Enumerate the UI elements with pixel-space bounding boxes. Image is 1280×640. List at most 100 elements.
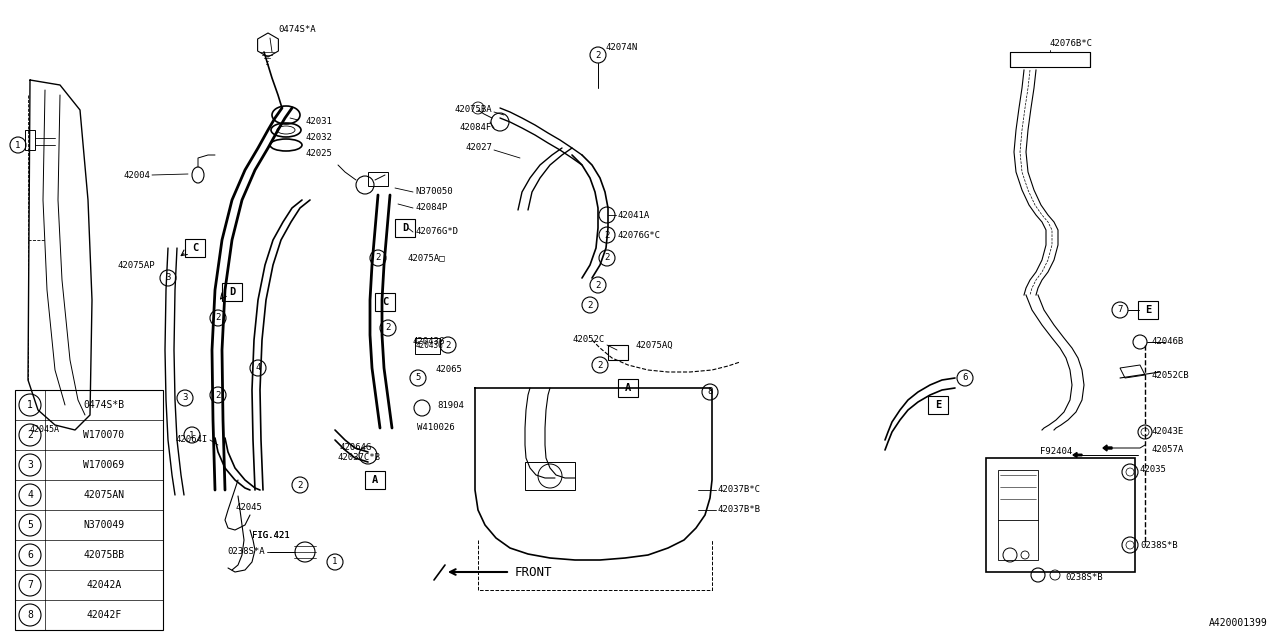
Text: 42037B*B: 42037B*B xyxy=(718,506,762,515)
Text: W170070: W170070 xyxy=(83,430,124,440)
Text: 42043G: 42043G xyxy=(416,342,444,351)
Text: 42043G: 42043G xyxy=(412,337,445,346)
Bar xyxy=(525,462,575,490)
Text: 42076G*C: 42076G*C xyxy=(618,230,660,239)
Text: 42084P: 42084P xyxy=(415,204,447,212)
Text: 42042A: 42042A xyxy=(86,580,122,590)
Text: W410026: W410026 xyxy=(417,424,454,433)
Bar xyxy=(1010,52,1091,67)
Text: 3: 3 xyxy=(182,394,188,403)
Text: 2: 2 xyxy=(598,360,603,369)
Text: 2: 2 xyxy=(375,253,380,262)
Text: E: E xyxy=(934,400,941,410)
Text: 42052C: 42052C xyxy=(572,335,605,344)
Text: 42075AQ: 42075AQ xyxy=(635,340,672,349)
Text: 5: 5 xyxy=(27,520,33,530)
Text: D: D xyxy=(402,223,408,233)
Text: N370050: N370050 xyxy=(415,188,453,196)
Text: 8: 8 xyxy=(27,610,33,620)
Text: 8: 8 xyxy=(708,387,713,397)
Text: 42042F: 42042F xyxy=(86,610,122,620)
Text: 42025: 42025 xyxy=(305,148,332,157)
Text: A420001399: A420001399 xyxy=(1210,618,1268,628)
Text: 2: 2 xyxy=(595,280,600,289)
Text: 2: 2 xyxy=(27,430,33,440)
Text: 2: 2 xyxy=(385,323,390,333)
Text: 42045: 42045 xyxy=(236,504,262,513)
Text: 42041A: 42041A xyxy=(618,211,650,220)
Text: 0238S*B: 0238S*B xyxy=(1140,541,1178,550)
Text: 42037C*B: 42037C*B xyxy=(337,454,380,463)
Text: 6: 6 xyxy=(963,374,968,383)
Text: N370049: N370049 xyxy=(83,520,124,530)
Text: 2: 2 xyxy=(588,301,593,310)
Text: A: A xyxy=(372,475,378,485)
Text: 42075AN: 42075AN xyxy=(83,490,124,500)
Text: 4: 4 xyxy=(255,364,261,372)
Text: 81904: 81904 xyxy=(436,401,463,410)
FancyArrow shape xyxy=(1103,445,1112,451)
Text: 42035: 42035 xyxy=(1140,465,1167,474)
Text: FIG.421: FIG.421 xyxy=(252,531,289,540)
Text: A: A xyxy=(625,383,631,393)
Text: 42075BB: 42075BB xyxy=(83,550,124,560)
Text: 42065: 42065 xyxy=(435,365,462,374)
Text: 42037B*C: 42037B*C xyxy=(718,486,762,495)
Text: 0238S*B: 0238S*B xyxy=(1065,573,1102,582)
Text: 42045A: 42045A xyxy=(29,426,60,435)
Text: D: D xyxy=(229,287,236,297)
Text: 42027: 42027 xyxy=(465,143,492,152)
Text: 42046B: 42046B xyxy=(1152,337,1184,346)
Text: 42057A: 42057A xyxy=(1152,445,1184,454)
Text: FIG.421: FIG.421 xyxy=(252,531,289,540)
Text: 2: 2 xyxy=(595,51,600,60)
Text: 7: 7 xyxy=(1117,305,1123,314)
Text: E: E xyxy=(1144,305,1151,315)
Text: 42004: 42004 xyxy=(123,170,150,179)
Text: C: C xyxy=(192,243,198,253)
Bar xyxy=(369,172,388,186)
Text: 7: 7 xyxy=(27,580,33,590)
Text: F92404: F92404 xyxy=(1039,447,1073,456)
Text: 42074N: 42074N xyxy=(605,44,637,52)
Text: 42076G*D: 42076G*D xyxy=(415,227,458,237)
Text: 42075A□: 42075A□ xyxy=(408,253,445,262)
Text: 42032: 42032 xyxy=(305,134,332,143)
Text: 42052CB: 42052CB xyxy=(1152,371,1189,380)
Bar xyxy=(15,390,163,630)
Text: 3: 3 xyxy=(27,460,33,470)
Text: 42064I: 42064I xyxy=(175,435,207,445)
Text: 1: 1 xyxy=(27,400,33,410)
Text: 42076B*C: 42076B*C xyxy=(1050,38,1093,47)
Text: FRONT: FRONT xyxy=(515,566,553,579)
Text: 42031: 42031 xyxy=(305,118,332,127)
Bar xyxy=(415,338,440,354)
Text: 4: 4 xyxy=(27,490,33,500)
Text: 3: 3 xyxy=(165,273,170,282)
Text: 2: 2 xyxy=(445,340,451,349)
Text: 42084F: 42084F xyxy=(460,124,492,132)
Bar xyxy=(26,130,35,150)
Bar xyxy=(998,470,1038,560)
Text: 0474S*B: 0474S*B xyxy=(83,400,124,410)
Text: C: C xyxy=(381,297,388,307)
Text: 42043E: 42043E xyxy=(1152,428,1184,436)
Text: 0238S*A: 0238S*A xyxy=(228,547,265,557)
Text: 42075AP: 42075AP xyxy=(118,260,155,269)
Text: 2: 2 xyxy=(297,481,302,490)
Text: 42064G: 42064G xyxy=(339,444,372,452)
Text: 1: 1 xyxy=(189,431,195,440)
Text: 5: 5 xyxy=(415,374,421,383)
Text: 2: 2 xyxy=(215,390,220,399)
Text: 2: 2 xyxy=(604,230,609,239)
Text: 1: 1 xyxy=(15,141,20,150)
FancyArrow shape xyxy=(1073,452,1082,458)
Text: 2: 2 xyxy=(604,253,609,262)
Text: 42075BA: 42075BA xyxy=(454,106,492,115)
Text: W170069: W170069 xyxy=(83,460,124,470)
Bar xyxy=(608,345,628,360)
Text: 6: 6 xyxy=(27,550,33,560)
Text: 2: 2 xyxy=(215,314,220,323)
Text: 0474S*A: 0474S*A xyxy=(278,26,316,35)
Text: 1: 1 xyxy=(333,557,338,566)
